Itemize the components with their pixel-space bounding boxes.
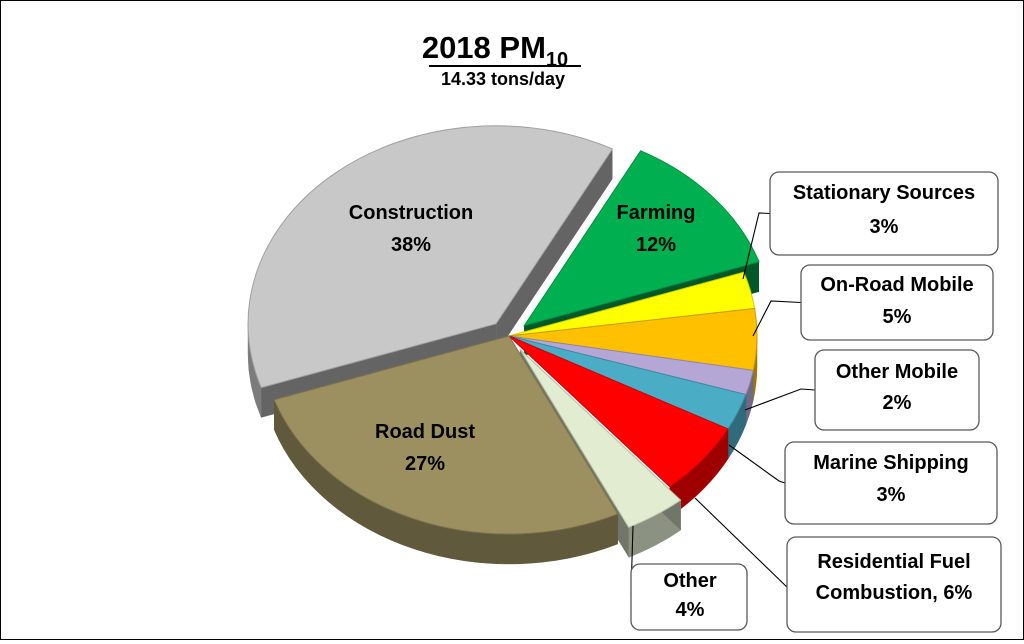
- pie-slice-road-dust: [273, 335, 619, 535]
- callout-box-residential-fuel: [786, 536, 1002, 633]
- callout-value-on-road-mobile: 5%: [883, 306, 912, 328]
- callout-leader-stationary-sources: [742, 212, 771, 280]
- callout-leader-other-mobile: [744, 388, 816, 411]
- callout-box-stationary-sources: [769, 171, 999, 256]
- chart-title-group: 2018 PM10 14.33 tons/day: [422, 30, 581, 89]
- pie-slice-residential-fuel: [508, 335, 729, 488]
- slice-labels: Farming 12% Road Dust 27% Construction 38%: [349, 202, 696, 475]
- callout-label-residential-fuel: Residential Fuel: [817, 551, 970, 573]
- pie-face-construction-1: [496, 148, 613, 354]
- slice-label-construction: Construction: [349, 202, 473, 224]
- callout-box-on-road-mobile: [800, 264, 994, 341]
- callout-label-on-road-mobile: On-Road Mobile: [820, 274, 973, 296]
- callout-value-stationary-sources: 3%: [870, 216, 899, 238]
- pie-slice-construction: [247, 125, 614, 389]
- callout-leader-marine-shipping: [728, 444, 786, 484]
- callout-value-marine-shipping: 3%: [877, 484, 906, 506]
- pie-slice-farming: [523, 150, 760, 327]
- callout-box-other-mobile: [814, 349, 980, 431]
- slice-value-construction: 38%: [391, 234, 431, 256]
- chart-title: 2018 PM10: [422, 30, 568, 71]
- callout-boxes: Stationary Sources 3% On-Road Mobile 5% Othe…: [630, 171, 1002, 633]
- chart-subtitle: 14.33 tons/day: [441, 69, 565, 89]
- callout-box-marine-shipping: [784, 441, 998, 525]
- slice-label-road-dust: Road Dust: [375, 421, 475, 443]
- callout-label-other-mobile: Other Mobile: [836, 361, 958, 383]
- callout-box-other: [630, 563, 748, 631]
- slice-value-farming: 12%: [636, 234, 676, 256]
- pie-tops: [247, 125, 760, 535]
- callout-value-residential-fuel: Combustion, 6%: [816, 582, 973, 604]
- slice-value-road-dust: 27%: [405, 453, 445, 475]
- pie-slice-other: [519, 349, 682, 528]
- slice-label-farming: Farming: [617, 202, 696, 224]
- callout-value-other: 4%: [676, 599, 705, 621]
- chart-title-subscript: 10: [546, 49, 568, 71]
- callout-label-stationary-sources: Stationary Sources: [793, 182, 975, 204]
- callout-value-other-mobile: 2%: [883, 392, 912, 414]
- chart-title-main: 2018 PM: [422, 30, 546, 65]
- callout-label-marine-shipping: Marine Shipping: [813, 452, 969, 474]
- callout-label-other: Other: [663, 570, 717, 592]
- callout-leader-on-road-mobile: [752, 300, 802, 337]
